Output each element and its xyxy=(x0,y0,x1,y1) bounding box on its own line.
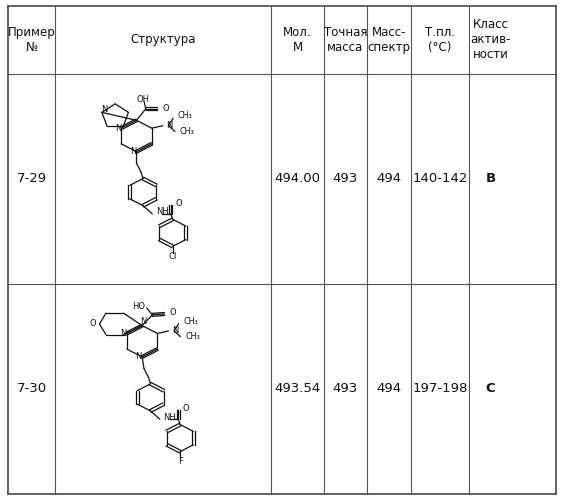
Text: HO: HO xyxy=(132,302,145,311)
Text: OH: OH xyxy=(137,95,149,104)
Text: F: F xyxy=(178,457,183,466)
Text: Масс-
спектр: Масс- спектр xyxy=(368,26,411,54)
Text: CH₃: CH₃ xyxy=(179,127,194,136)
Text: 140-142: 140-142 xyxy=(413,172,468,185)
Text: O: O xyxy=(89,320,96,328)
Text: NH: NH xyxy=(163,412,176,422)
Text: N: N xyxy=(140,317,147,326)
Text: 494: 494 xyxy=(377,382,402,396)
Text: CH₃: CH₃ xyxy=(178,112,192,120)
Text: N: N xyxy=(135,352,142,362)
Text: 493: 493 xyxy=(333,382,358,396)
Text: N: N xyxy=(115,124,121,132)
Text: Пример
№: Пример № xyxy=(8,26,56,54)
Text: N: N xyxy=(102,106,108,114)
Text: Класс
актив-
ности: Класс актив- ности xyxy=(470,18,511,61)
Text: O: O xyxy=(183,404,189,413)
Text: O: O xyxy=(170,308,176,317)
Text: NH: NH xyxy=(156,208,169,216)
Text: Структура: Структура xyxy=(130,33,196,46)
Text: Мол.
М: Мол. М xyxy=(283,26,312,54)
Text: Т.пл.
(°С): Т.пл. (°С) xyxy=(425,26,455,54)
Text: N: N xyxy=(120,329,126,338)
Text: CH₃: CH₃ xyxy=(183,316,198,326)
Text: Cl: Cl xyxy=(169,252,177,261)
Text: O: O xyxy=(175,199,182,208)
Text: O: O xyxy=(162,104,169,114)
Text: N: N xyxy=(172,326,178,336)
Text: 7-30: 7-30 xyxy=(17,382,47,396)
Text: CH₃: CH₃ xyxy=(185,332,200,341)
Text: N: N xyxy=(130,147,137,156)
Text: 493.54: 493.54 xyxy=(274,382,320,396)
Text: В: В xyxy=(486,172,496,185)
Text: С: С xyxy=(486,382,496,396)
Text: 7-29: 7-29 xyxy=(17,172,47,185)
Text: N: N xyxy=(166,121,173,130)
Text: 197-198: 197-198 xyxy=(413,382,468,396)
Text: 493: 493 xyxy=(333,172,358,185)
Text: 494.00: 494.00 xyxy=(274,172,320,185)
Text: 494: 494 xyxy=(377,172,402,185)
Text: Точная
масса: Точная масса xyxy=(324,26,367,54)
